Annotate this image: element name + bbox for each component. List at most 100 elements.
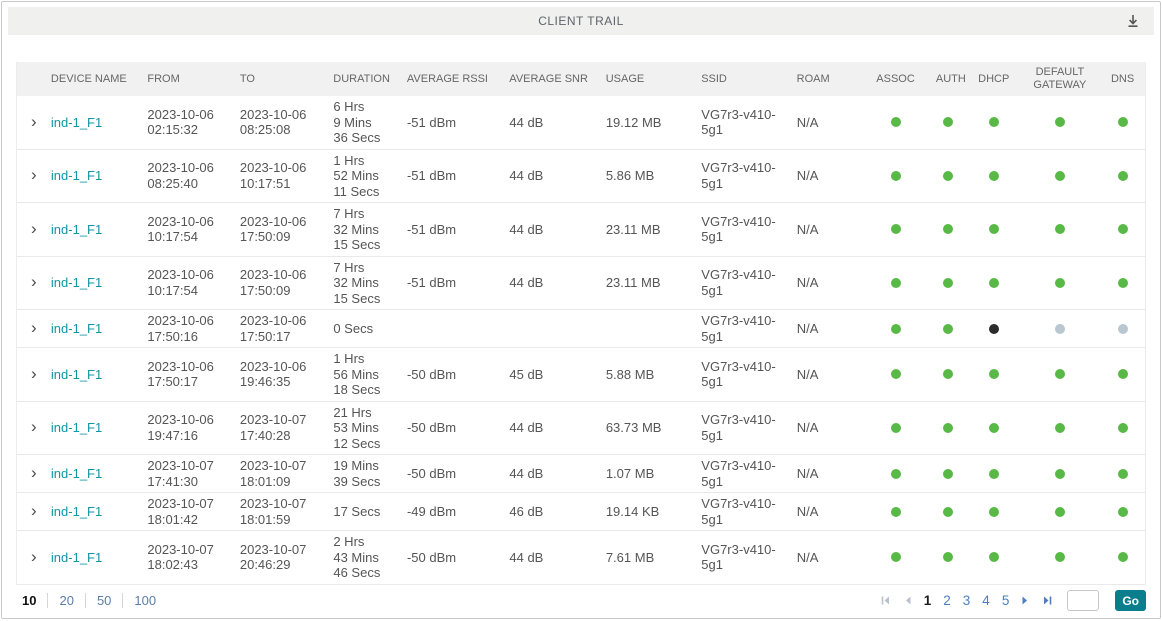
header-average-snr: AVERAGE SNR — [509, 72, 588, 85]
auth-status-dot — [942, 369, 953, 380]
device-name-link[interactable]: ind-1_F1 — [50, 168, 103, 183]
dns-status-dot — [1117, 422, 1128, 433]
from-cell: 2023-10-06 10:17:54 — [147, 213, 214, 245]
default-gateway-status-dot — [1054, 468, 1065, 479]
page-5-button[interactable]: 5 — [1001, 593, 1010, 608]
roam-cell: N/A — [796, 420, 819, 435]
header-default-gateway: DEFAULT GATEWAY — [1033, 66, 1087, 91]
header-device-name: DEVICE NAME — [50, 72, 127, 85]
page-3-button[interactable]: 3 — [962, 593, 971, 608]
average-rssi-cell: -50 dBm — [406, 366, 457, 382]
page-size-100[interactable]: 100 — [134, 593, 157, 608]
usage-cell: 63.73 MB — [605, 420, 662, 435]
page-size-selector: 10 20 50 100 — [22, 593, 156, 608]
go-button[interactable]: Go — [1115, 590, 1146, 611]
page-size-50[interactable]: 50 — [96, 593, 112, 608]
dns-status-dot — [1117, 117, 1128, 128]
device-name-link[interactable]: ind-1_F1 — [50, 320, 103, 336]
table-row: › ind-1_F1 2023-10-06 17:50:16 2023-10-0… — [17, 310, 1145, 348]
table-row: › ind-1_F1 2023-10-06 10:17:54 2023-10-0… — [17, 256, 1145, 310]
device-name-link[interactable]: ind-1_F1 — [50, 275, 103, 290]
pagination: 1 2 3 4 5 Go — [880, 590, 1146, 611]
table-header-row: DEVICE NAME FROM TO DURATION AVERAGE RSS… — [17, 62, 1145, 96]
average-snr-cell: 46 dB — [509, 503, 544, 519]
auth-status-dot — [942, 468, 953, 479]
auth-status-dot — [942, 117, 953, 128]
default-gateway-status-dot — [1054, 506, 1065, 517]
expand-chevron-icon[interactable]: › — [31, 546, 37, 566]
to-cell: 2023-10-06 08:25:08 — [239, 106, 307, 138]
average-rssi-cell: -50 dBm — [406, 465, 457, 481]
roam-cell: N/A — [796, 320, 819, 336]
default-gateway-status-dot — [1054, 277, 1065, 288]
average-rssi-cell: -50 dBm — [406, 549, 457, 565]
page-1-button[interactable]: 1 — [923, 593, 932, 608]
auth-status-dot — [942, 552, 953, 563]
auth-status-dot — [942, 277, 953, 288]
download-icon[interactable] — [1122, 12, 1144, 30]
assoc-status-dot — [890, 117, 901, 128]
duration-cell: 19 Mins 39 Secs — [333, 458, 381, 489]
header-average-rssi: AVERAGE RSSI — [406, 72, 488, 85]
expand-chevron-icon[interactable]: › — [31, 500, 37, 520]
last-page-button[interactable] — [1042, 595, 1053, 606]
table-row: › ind-1_F1 2023-10-06 10:17:54 2023-10-0… — [17, 203, 1145, 257]
expand-chevron-icon[interactable]: › — [31, 218, 37, 238]
default-gateway-status-dot — [1054, 422, 1065, 433]
goto-page-input[interactable] — [1067, 590, 1100, 611]
table-body: › ind-1_F1 2023-10-06 02:15:32 2023-10-0… — [17, 96, 1145, 585]
to-cell: 2023-10-06 17:50:09 — [239, 213, 307, 245]
next-page-button[interactable] — [1021, 595, 1030, 606]
expand-chevron-icon[interactable]: › — [31, 317, 37, 337]
device-name-link[interactable]: ind-1_F1 — [50, 114, 103, 130]
page-size-10[interactable]: 10 — [22, 593, 37, 608]
expand-chevron-icon[interactable]: › — [31, 111, 37, 131]
device-name-link[interactable]: ind-1_F1 — [50, 503, 103, 519]
duration-cell: 7 Hrs 32 Mins 15 Secs — [333, 259, 381, 306]
page-4-button[interactable]: 4 — [982, 593, 990, 608]
header-dhcp: DHCP — [978, 72, 1010, 85]
dhcp-status-dot — [988, 369, 999, 380]
usage-cell: 19.14 KB — [605, 503, 660, 519]
dhcp-status-dot — [988, 468, 999, 479]
roam-cell: N/A — [796, 275, 819, 290]
duration-cell: 1 Hrs 52 Mins 11 Secs — [333, 152, 380, 199]
auth-status-dot — [942, 224, 953, 235]
ssid-cell: VG7r3-v410-5g1 — [701, 496, 776, 527]
first-page-button[interactable] — [880, 595, 891, 606]
table-row: › ind-1_F1 2023-10-07 18:02:43 2023-10-0… — [17, 531, 1145, 585]
separator — [122, 593, 124, 608]
page-size-20[interactable]: 20 — [59, 593, 74, 608]
previous-page-button[interactable] — [903, 595, 912, 606]
dns-status-dot — [1117, 277, 1128, 288]
expand-chevron-icon[interactable]: › — [31, 462, 37, 482]
dns-status-dot — [1117, 224, 1128, 235]
header-dns: DNS — [1110, 72, 1135, 85]
ssid-cell: VG7r3-v410-5g1 — [701, 412, 776, 443]
roam-cell: N/A — [796, 465, 819, 481]
usage-cell: 23.11 MB — [605, 275, 661, 290]
expand-chevron-icon[interactable]: › — [31, 165, 37, 184]
device-name-link[interactable]: ind-1_F1 — [50, 221, 103, 237]
to-cell: 2023-10-07 17:40:28 — [239, 412, 307, 443]
average-snr-cell: 44 dB — [509, 221, 544, 237]
expand-chevron-icon[interactable]: › — [31, 363, 37, 383]
page-2-button[interactable]: 2 — [943, 593, 951, 608]
panel-titlebar: CLIENT TRAIL — [8, 7, 1154, 35]
device-name-link[interactable]: ind-1_F1 — [50, 420, 103, 435]
ssid-cell: VG7r3-v410-5g1 — [701, 106, 776, 138]
duration-cell: 0 Secs — [333, 320, 374, 336]
device-name-link[interactable]: ind-1_F1 — [50, 549, 103, 565]
average-snr-cell: 45 dB — [509, 366, 544, 382]
usage-cell: 1.07 MB — [605, 465, 655, 481]
ssid-cell: VG7r3-v410-5g1 — [701, 358, 776, 390]
device-name-link[interactable]: ind-1_F1 — [50, 465, 103, 481]
from-cell: 2023-10-06 08:25:40 — [147, 160, 214, 191]
from-cell: 2023-10-07 18:02:43 — [147, 541, 214, 573]
usage-cell: 5.86 MB — [605, 168, 655, 183]
header-duration: DURATION — [333, 72, 390, 85]
device-name-link[interactable]: ind-1_F1 — [50, 366, 103, 382]
expand-chevron-icon[interactable]: › — [31, 417, 37, 436]
expand-chevron-icon[interactable]: › — [31, 272, 37, 291]
table-row: › ind-1_F1 2023-10-06 02:15:32 2023-10-0… — [17, 96, 1145, 150]
